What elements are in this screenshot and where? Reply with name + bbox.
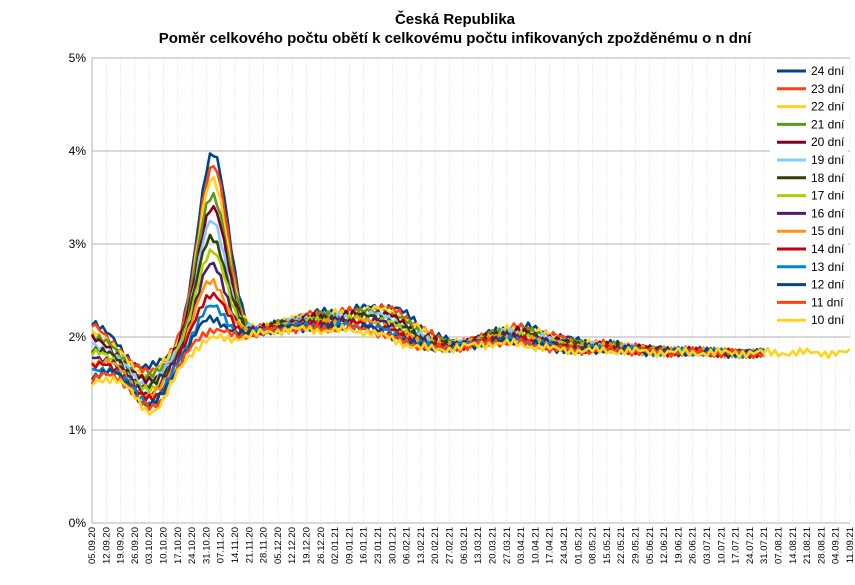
x-tick-label: 22.05.21 <box>616 527 627 564</box>
legend-label: 18 dní <box>811 171 845 185</box>
y-tick-label: 3% <box>69 237 87 251</box>
x-tick-label: 17.10.20 <box>173 527 184 564</box>
series-line <box>90 314 766 408</box>
x-tick-label: 05.12.20 <box>273 527 284 564</box>
legend-label: 19 dní <box>811 153 845 167</box>
x-tick-label: 17.07.21 <box>731 527 742 564</box>
x-tick-label: 19.12.20 <box>302 527 313 564</box>
y-tick-label: 0% <box>69 516 87 530</box>
x-tick-label: 26.06.21 <box>688 527 699 564</box>
x-tick-label: 20.03.21 <box>487 527 498 564</box>
x-tick-label: 28.11.20 <box>259 527 270 563</box>
x-tick-label: 24.10.20 <box>187 527 198 564</box>
chart-subtitle: Poměr celkového počtu obětí k celkovému … <box>159 30 752 47</box>
x-tick-label: 08.05.21 <box>588 527 599 564</box>
x-tick-label: 26.12.20 <box>316 527 327 564</box>
x-tick-label: 12.12.20 <box>287 527 298 564</box>
legend-label: 16 dní <box>811 206 845 220</box>
x-tick-label: 27.03.21 <box>502 527 513 564</box>
plot-area <box>90 152 851 416</box>
x-tick-label: 10.04.21 <box>530 527 541 564</box>
legend-label: 24 dní <box>811 64 845 78</box>
legend: 24 dní 23 dní 22 dní 21 dní 20 dní 19 dní 18 d… <box>770 60 848 335</box>
x-tick-label: 07.08.21 <box>773 527 784 564</box>
x-tick-label: 10.10.20 <box>159 527 170 564</box>
legend-label: 17 dní <box>811 189 845 203</box>
x-tick-label: 29.05.21 <box>630 527 641 564</box>
x-tick-label: 12.06.21 <box>659 527 670 564</box>
y-tick-label: 1% <box>69 423 87 437</box>
legend-label: 20 dní <box>811 135 845 149</box>
x-tick-label: 06.03.21 <box>459 527 470 564</box>
x-tick-label: 31.10.20 <box>201 527 212 564</box>
x-axis: 05.09.20 12.09.20 19.09.20 26.09.20 03.10.20… <box>87 527 855 564</box>
x-tick-label: 19.09.20 <box>116 527 127 564</box>
x-tick-label: 23.01.21 <box>373 527 384 564</box>
x-tick-label: 13.03.21 <box>473 527 484 564</box>
x-tick-label: 20.02.21 <box>430 527 441 564</box>
legend-label: 14 dní <box>811 242 845 256</box>
legend-label: 23 dní <box>811 82 845 96</box>
x-tick-label: 26.09.20 <box>130 527 141 564</box>
y-tick-label: 4% <box>69 144 87 158</box>
legend-label: 12 dní <box>811 278 845 292</box>
x-tick-label: 05.09.20 <box>87 527 98 564</box>
x-tick-label: 30.01.21 <box>387 527 398 564</box>
x-tick-label: 04.09.21 <box>831 527 842 564</box>
legend-label: 15 dní <box>811 224 845 238</box>
x-tick-label: 05.06.21 <box>645 527 656 564</box>
x-tick-label: 01.05.21 <box>573 527 584 564</box>
x-tick-label: 21.08.21 <box>802 527 813 564</box>
legend-label: 21 dní <box>811 117 845 131</box>
x-tick-label: 31.07.21 <box>759 527 770 564</box>
series-line <box>91 323 851 416</box>
x-tick-label: 15.05.21 <box>602 527 613 564</box>
x-tick-label: 24.04.21 <box>559 527 570 564</box>
x-tick-label: 02.01.21 <box>330 527 341 564</box>
x-tick-label: 09.01.21 <box>344 527 355 564</box>
x-tick-label: 06.02.21 <box>402 527 413 564</box>
x-tick-label: 19.06.21 <box>673 527 684 564</box>
y-axis: 0% 1% 2% 3% 4% 5% <box>69 51 87 530</box>
x-tick-label: 03.10.20 <box>144 527 155 564</box>
x-tick-label: 13.02.21 <box>416 527 427 564</box>
x-tick-label: 07.11.20 <box>216 527 227 563</box>
x-tick-label: 03.07.21 <box>702 527 713 564</box>
x-tick-label: 11.09.21 <box>845 527 855 563</box>
x-tick-label: 14.11.20 <box>230 527 241 563</box>
x-tick-label: 14.08.21 <box>788 527 799 564</box>
grid <box>91 57 851 524</box>
x-tick-label: 16.01.21 <box>359 527 370 564</box>
x-tick-label: 17.04.21 <box>545 527 556 564</box>
legend-label: 22 dní <box>811 100 845 114</box>
legend-label: 10 dní <box>811 313 845 327</box>
x-tick-label: 10.07.21 <box>716 527 727 564</box>
x-tick-label: 24.07.21 <box>745 527 756 564</box>
legend-label: 13 dní <box>811 260 845 274</box>
x-tick-label: 27.02.21 <box>445 527 456 564</box>
chart-title: Česká Republika <box>395 10 516 28</box>
x-tick-label: 28.08.21 <box>816 527 827 564</box>
x-tick-label: 12.09.20 <box>101 527 112 564</box>
x-tick-label: 03.04.21 <box>516 527 527 564</box>
x-tick-label: 21.11.20 <box>244 527 255 563</box>
legend-label: 11 dní <box>811 295 844 309</box>
y-tick-label: 5% <box>69 51 87 65</box>
y-tick-label: 2% <box>69 330 87 344</box>
